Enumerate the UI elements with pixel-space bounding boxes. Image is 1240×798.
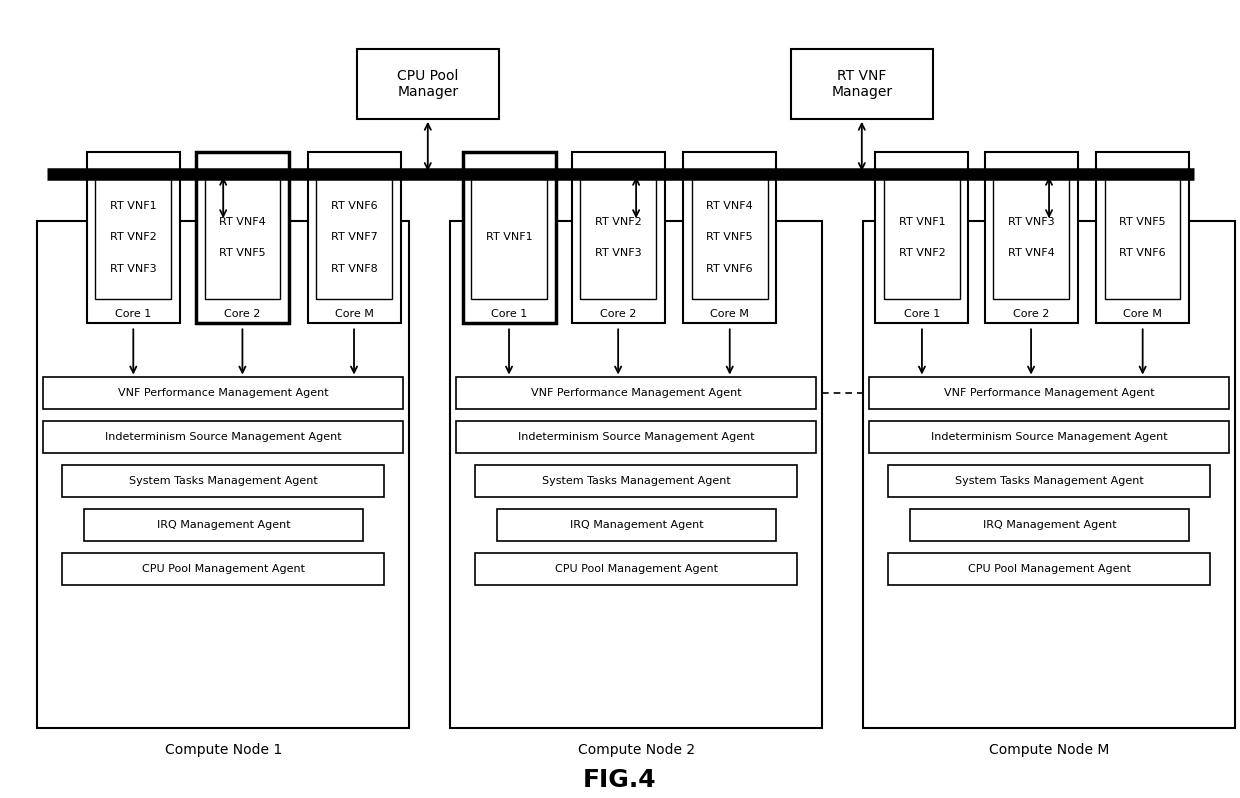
Text: IRQ Management Agent: IRQ Management Agent — [157, 520, 290, 530]
Text: CPU Pool Management Agent: CPU Pool Management Agent — [967, 564, 1131, 574]
Text: RT VNF3

RT VNF4: RT VNF3 RT VNF4 — [1008, 217, 1054, 258]
Text: System Tasks Management Agent: System Tasks Management Agent — [542, 476, 730, 486]
Bar — [316, 176, 392, 299]
Text: Core 1: Core 1 — [904, 309, 940, 318]
Text: RT VNF6

RT VNF7

RT VNF8: RT VNF6 RT VNF7 RT VNF8 — [331, 201, 377, 274]
Text: VNF Performance Management Agent: VNF Performance Management Agent — [118, 389, 329, 398]
Bar — [1096, 152, 1189, 323]
Bar — [62, 465, 384, 497]
Bar — [869, 377, 1229, 409]
Text: Core M: Core M — [1123, 309, 1162, 318]
Text: VNF Performance Management Agent: VNF Performance Management Agent — [944, 389, 1154, 398]
Bar — [985, 152, 1078, 323]
Text: Compute Node 1: Compute Node 1 — [165, 743, 281, 757]
Bar — [62, 553, 384, 585]
Text: Core M: Core M — [711, 309, 749, 318]
Bar — [87, 152, 180, 323]
Bar — [993, 176, 1069, 299]
Text: Compute Node 2: Compute Node 2 — [578, 743, 694, 757]
Bar — [357, 49, 498, 119]
Text: Core M: Core M — [335, 309, 373, 318]
Text: Indeterminism Source Management Agent: Indeterminism Source Management Agent — [518, 433, 754, 442]
Bar — [791, 49, 934, 119]
Bar — [456, 377, 816, 409]
Bar — [43, 377, 403, 409]
Text: RT VNF
Manager: RT VNF Manager — [831, 69, 893, 99]
Bar — [683, 152, 776, 323]
Text: IRQ Management Agent: IRQ Management Agent — [570, 520, 703, 530]
Bar — [863, 221, 1235, 728]
Text: Compute Node M: Compute Node M — [988, 743, 1110, 757]
Text: Core 2: Core 2 — [1013, 309, 1049, 318]
Bar — [875, 152, 968, 323]
Text: FIG.4: FIG.4 — [583, 768, 657, 792]
Bar — [84, 509, 363, 541]
Bar — [572, 152, 665, 323]
Text: IRQ Management Agent: IRQ Management Agent — [983, 520, 1116, 530]
Text: Core 2: Core 2 — [600, 309, 636, 318]
Bar — [205, 176, 280, 299]
Bar — [471, 176, 547, 299]
Bar — [456, 421, 816, 453]
Bar — [580, 176, 656, 299]
Bar — [884, 176, 960, 299]
Bar — [95, 176, 171, 299]
Text: RT VNF1

RT VNF2

RT VNF3: RT VNF1 RT VNF2 RT VNF3 — [110, 201, 156, 274]
Bar — [475, 553, 797, 585]
Text: VNF Performance Management Agent: VNF Performance Management Agent — [531, 389, 742, 398]
Bar — [692, 176, 768, 299]
Bar — [910, 509, 1189, 541]
Bar — [475, 465, 797, 497]
Text: CPU Pool Management Agent: CPU Pool Management Agent — [141, 564, 305, 574]
Text: RT VNF1

RT VNF2: RT VNF1 RT VNF2 — [899, 217, 945, 258]
Text: RT VNF2

RT VNF3: RT VNF2 RT VNF3 — [595, 217, 641, 258]
Text: Core 1: Core 1 — [491, 309, 527, 318]
Text: CPU Pool
Manager: CPU Pool Manager — [397, 69, 459, 99]
Text: RT VNF5

RT VNF6: RT VNF5 RT VNF6 — [1120, 217, 1166, 258]
Text: Core 1: Core 1 — [115, 309, 151, 318]
Bar — [450, 221, 822, 728]
Text: RT VNF4

RT VNF5: RT VNF4 RT VNF5 — [219, 217, 265, 258]
Bar — [888, 465, 1210, 497]
Bar — [497, 509, 776, 541]
Text: Indeterminism Source Management Agent: Indeterminism Source Management Agent — [931, 433, 1167, 442]
Bar — [888, 553, 1210, 585]
Text: System Tasks Management Agent: System Tasks Management Agent — [129, 476, 317, 486]
Bar — [1105, 176, 1180, 299]
Text: Core 2: Core 2 — [224, 309, 260, 318]
Bar — [869, 421, 1229, 453]
Text: CPU Pool Management Agent: CPU Pool Management Agent — [554, 564, 718, 574]
Text: RT VNF4

RT VNF5

RT VNF6: RT VNF4 RT VNF5 RT VNF6 — [707, 201, 753, 274]
Bar — [37, 221, 409, 728]
Bar — [43, 421, 403, 453]
Text: Indeterminism Source Management Agent: Indeterminism Source Management Agent — [105, 433, 341, 442]
Bar — [196, 152, 289, 323]
Text: System Tasks Management Agent: System Tasks Management Agent — [955, 476, 1143, 486]
Bar — [463, 152, 556, 323]
Text: RT VNF1: RT VNF1 — [486, 232, 532, 243]
Bar — [308, 152, 401, 323]
